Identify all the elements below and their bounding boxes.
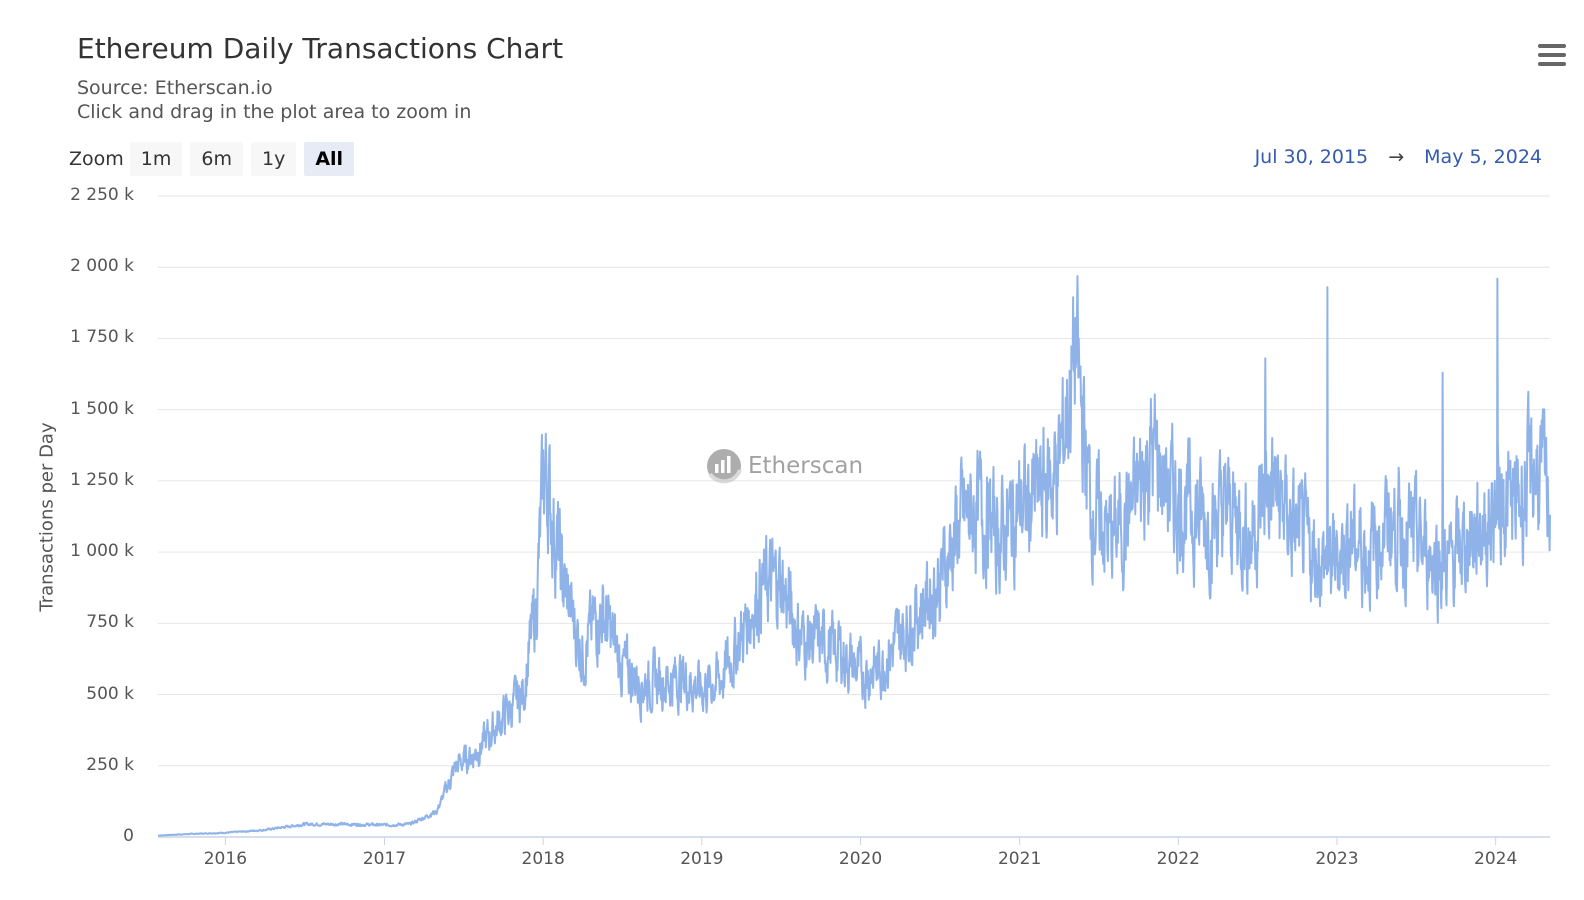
x-tick-label: 2017 <box>362 849 407 869</box>
zoom-label: Zoom <box>69 148 124 170</box>
zoom-hint: Click and drag in the plot area to zoom … <box>77 101 472 123</box>
y-tick-label: 2 000 k <box>70 256 134 277</box>
watermark-text: Etherscan <box>748 453 864 479</box>
y-tick-label: 1 250 k <box>70 469 134 490</box>
menu-line <box>1538 62 1566 66</box>
x-tick-label: 2022 <box>1156 849 1200 869</box>
range-to-date[interactable]: May 5, 2024 <box>1424 146 1542 168</box>
x-tick-label: 2020 <box>838 849 883 869</box>
date-range: Jul 30, 2015 → May 5, 2024 <box>1255 146 1542 168</box>
x-tick-label: 2021 <box>997 849 1042 869</box>
y-tick-label: 500 k <box>86 683 134 704</box>
zoom-6m-button[interactable]: 6m <box>190 142 243 176</box>
y-tick-label: 250 k <box>86 754 134 775</box>
x-tick-label: 2023 <box>1315 849 1359 869</box>
range-arrow-icon: → <box>1388 146 1405 168</box>
y-tick-label: 1 000 k <box>70 541 134 562</box>
y-axis-title: Transactions per Day <box>36 422 58 612</box>
x-tick-label: 2018 <box>521 849 565 869</box>
y-tick-label: 2 250 k <box>70 185 134 205</box>
series-line-daily-transactions <box>157 275 1551 837</box>
menu-line <box>1538 53 1566 57</box>
chart-subtitle: Source: Etherscan.io Click and drag in t… <box>77 76 471 124</box>
zoom-selector: Zoom 1m 6m 1y All <box>69 142 362 176</box>
source-label: Source: Etherscan.io <box>77 77 273 99</box>
chart-title: Ethereum Daily Transactions Chart <box>77 32 564 65</box>
y-tick-label: 750 k <box>86 612 134 633</box>
zoom-all-button[interactable]: All <box>304 142 355 176</box>
etherscan-logo-icon <box>707 449 742 484</box>
range-from-date[interactable]: Jul 30, 2015 <box>1254 146 1369 168</box>
zoom-1y-button[interactable]: 1y <box>251 142 297 176</box>
x-tick-label: 2019 <box>680 849 724 869</box>
y-tick-label: 0 <box>123 826 134 846</box>
x-tick-label: 2016 <box>203 849 248 869</box>
hamburger-menu-icon[interactable] <box>1538 44 1566 68</box>
menu-line <box>1538 44 1566 48</box>
x-tick-label: 2024 <box>1474 849 1518 869</box>
zoom-1m-button[interactable]: 1m <box>129 142 183 176</box>
y-tick-label: 1 750 k <box>70 327 134 348</box>
etherscan-watermark: Etherscan <box>706 448 863 484</box>
y-tick-label: 1 500 k <box>70 398 134 419</box>
